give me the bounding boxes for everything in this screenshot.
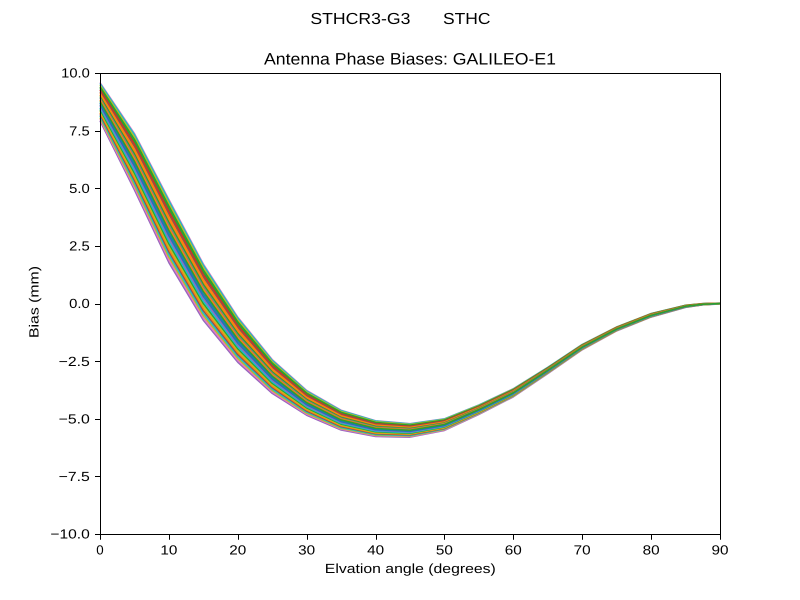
svg-text:−7.5: −7.5	[59, 469, 90, 484]
svg-text:30: 30	[298, 543, 315, 558]
svg-text:2.5: 2.5	[69, 239, 90, 254]
svg-text:7.5: 7.5	[69, 123, 90, 138]
svg-text:0: 0	[96, 543, 103, 558]
svg-text:10: 10	[160, 543, 177, 558]
svg-text:0.0: 0.0	[69, 296, 90, 311]
svg-text:80: 80	[643, 543, 660, 558]
svg-text:Antenna Phase Biases: GALILEO-: Antenna Phase Biases: GALILEO-E1	[264, 51, 556, 69]
svg-text:60: 60	[505, 543, 522, 558]
svg-text:10.0: 10.0	[61, 66, 90, 81]
svg-text:40: 40	[367, 543, 384, 558]
svg-text:Elvation angle (degrees): Elvation angle (degrees)	[325, 561, 496, 576]
svg-text:20: 20	[229, 543, 246, 558]
svg-text:Bias (mm): Bias (mm)	[27, 266, 42, 338]
svg-text:5.0: 5.0	[69, 181, 90, 196]
svg-text:STHC: STHC	[443, 11, 491, 28]
svg-text:50: 50	[436, 543, 453, 558]
svg-text:STHCR3-G3: STHCR3-G3	[310, 11, 410, 28]
svg-text:−5.0: −5.0	[59, 411, 90, 426]
svg-text:−10.0: −10.0	[50, 527, 89, 542]
svg-text:−2.5: −2.5	[59, 354, 90, 369]
svg-text:70: 70	[574, 543, 591, 558]
svg-text:90: 90	[712, 543, 729, 558]
